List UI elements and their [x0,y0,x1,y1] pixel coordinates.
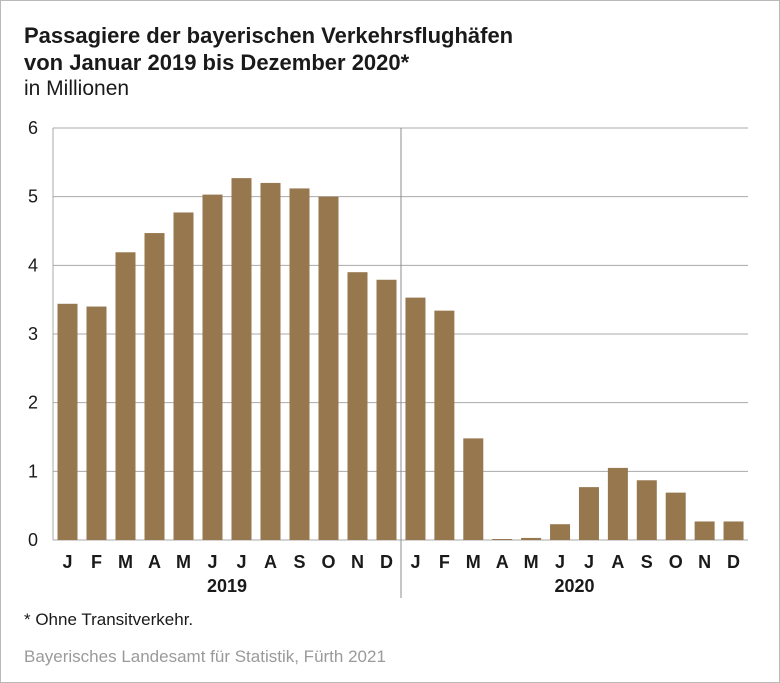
bar-2019-3 [115,252,136,540]
x-tick-label: O [321,552,335,572]
bar-2019-7 [231,178,252,541]
x-tick-label: J [207,552,217,572]
year-label-2020: 2020 [554,576,594,596]
bar-2020-11 [694,521,715,540]
x-tick-label: M [524,552,539,572]
x-tick-label: J [62,552,72,572]
x-tick-label: D [727,552,740,572]
bar-2020-1 [405,297,426,540]
bar-2020-7 [578,487,599,540]
title-line-2: von Januar 2019 bis Dezember 2020* [24,50,410,75]
x-tick-label: O [669,552,683,572]
year-label-2019: 2019 [207,576,247,596]
x-tick-label: S [293,552,305,572]
x-tick-label: F [91,552,102,572]
bar-2020-6 [550,524,571,540]
x-tick-label: J [555,552,565,572]
bar-2020-4 [492,539,513,540]
bar-2019-5 [173,212,194,540]
y-tick-label: 3 [28,324,38,344]
bar-2019-6 [202,194,223,540]
bar-2019-11 [347,272,368,540]
bar-2020-10 [665,492,686,540]
x-tick-label: J [584,552,594,572]
bar-2019-10 [318,196,339,540]
x-tick-label: N [351,552,364,572]
bar-2019-4 [144,233,165,540]
x-tick-label: N [698,552,711,572]
x-tick-label: M [118,552,133,572]
bar-2019-8 [260,182,281,540]
x-tick-label: A [264,552,277,572]
y-tick-label: 2 [28,393,38,413]
y-tick-label: 0 [28,530,38,550]
x-tick-label: M [176,552,191,572]
bar-2020-2 [434,310,455,540]
bar-2020-3 [463,438,484,540]
y-tick-label: 1 [28,461,38,481]
bar-2020-12 [723,521,744,540]
bar-2019-12 [376,279,397,540]
x-tick-label: S [641,552,653,572]
bar-2020-8 [607,467,628,540]
bar-2019-9 [289,188,310,540]
source-note: Bayerisches Landesamt für Statistik, Für… [24,647,386,666]
bar-2019-2 [86,306,107,540]
y-tick-label: 5 [28,187,38,207]
x-tick-label: A [148,552,161,572]
bar-2020-5 [521,537,542,540]
x-tick-label: J [236,552,246,572]
x-tick-label: A [496,552,509,572]
bar-2019-1 [57,303,78,540]
chart-subtitle: in Millionen [24,77,130,100]
x-tick-label: F [439,552,450,572]
footnote: * Ohne Transitverkehr. [24,610,194,629]
y-tick-label: 6 [28,118,38,138]
y-tick-label: 4 [28,255,38,275]
x-tick-label: M [466,552,481,572]
x-tick-label: J [410,552,420,572]
x-tick-label: D [380,552,393,572]
title-line-1: Passagiere der bayerischen Verkehrsflugh… [24,23,514,48]
x-tick-label: A [611,552,624,572]
chart-title: Passagiere der bayerischen Verkehrsflugh… [24,22,513,76]
bar-2020-9 [636,480,657,540]
